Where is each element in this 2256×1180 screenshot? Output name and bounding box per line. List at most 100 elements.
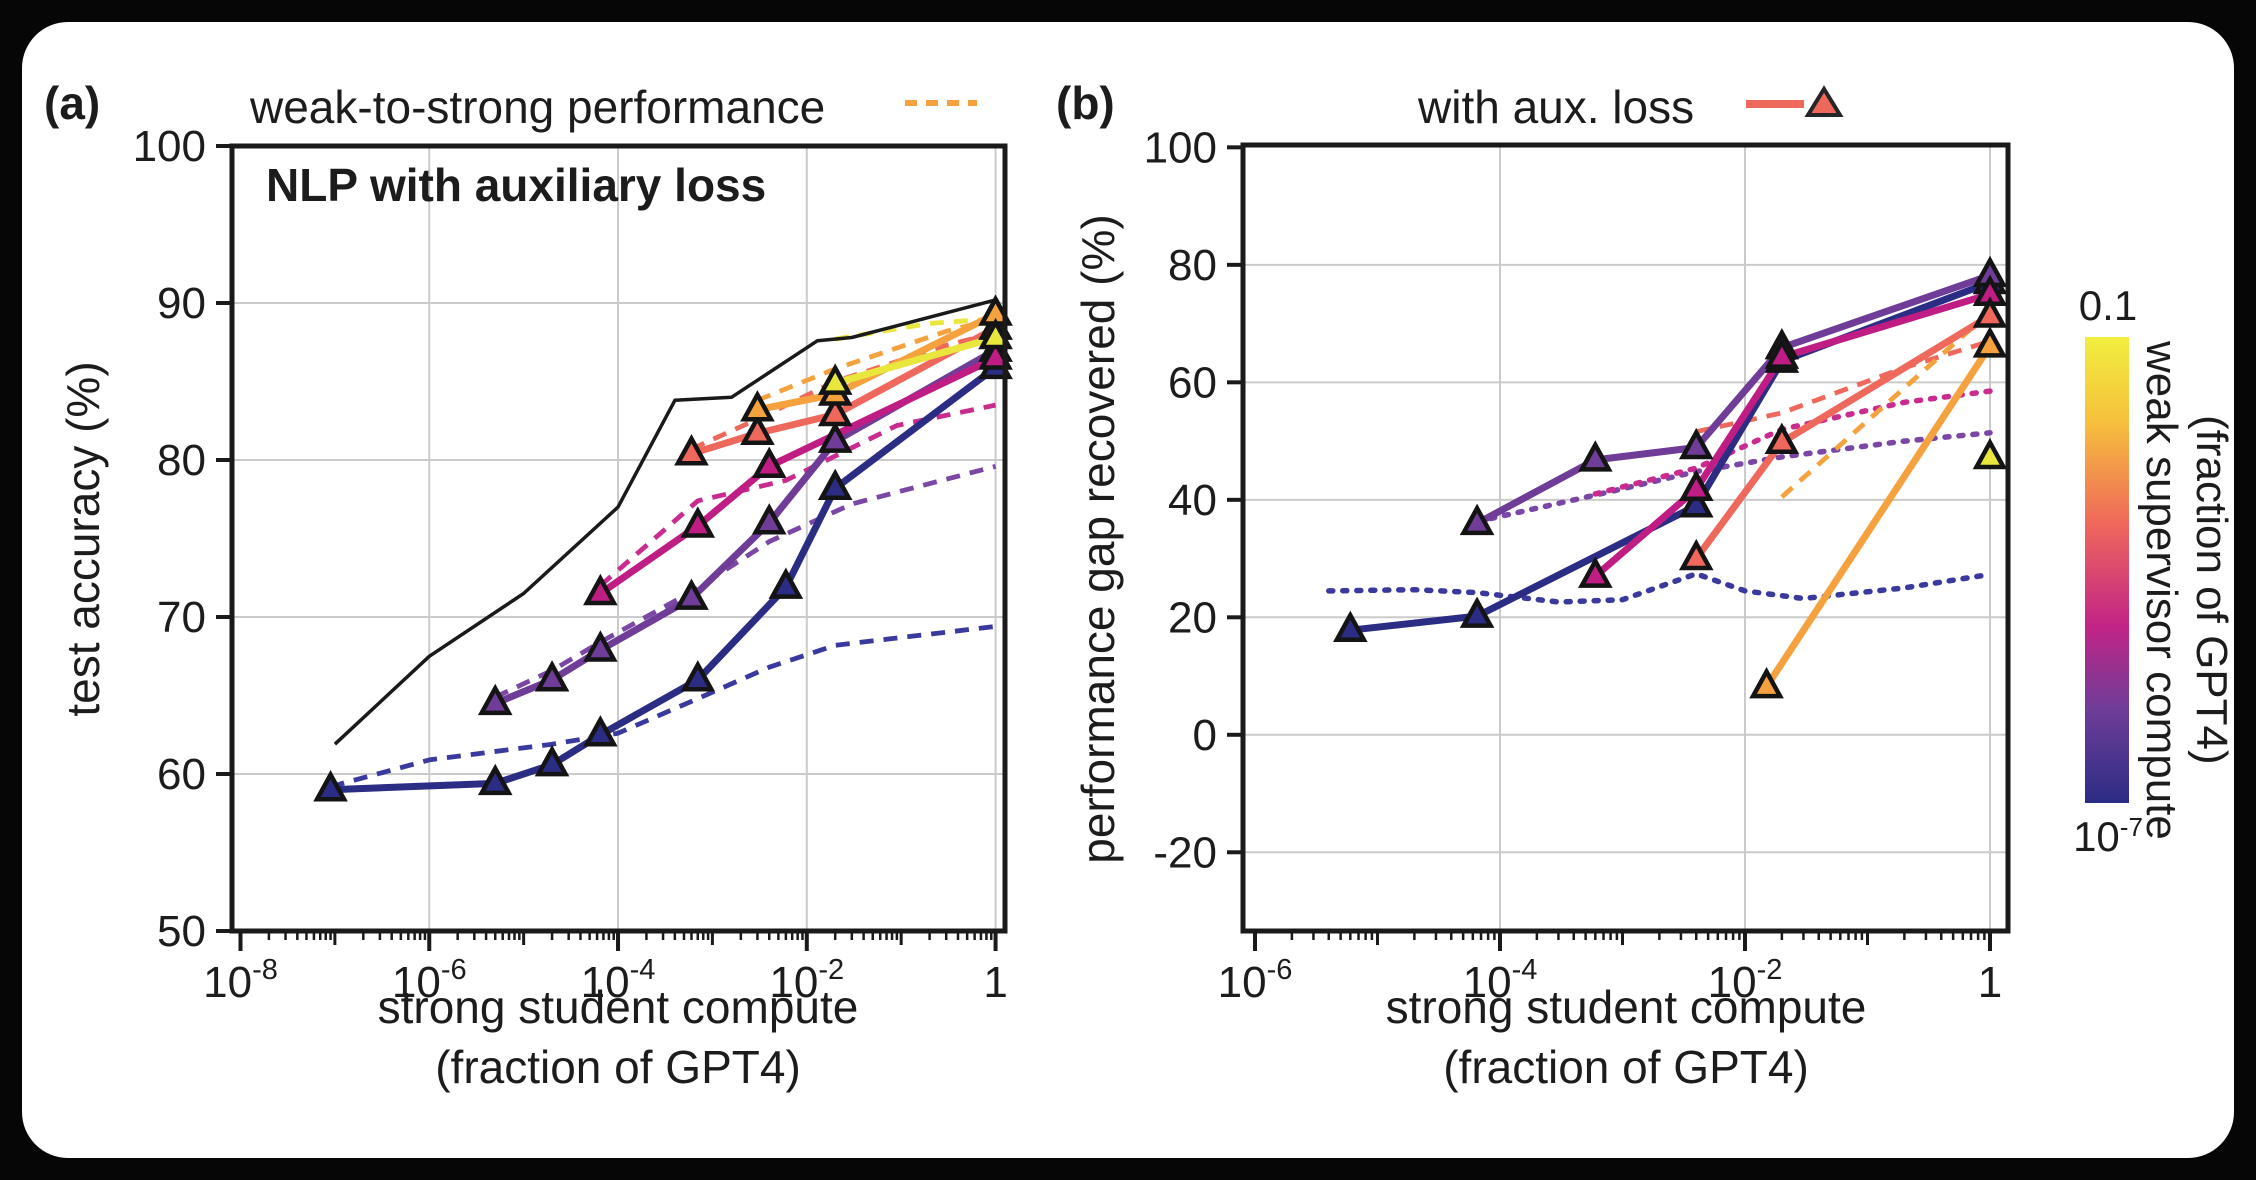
series-line-a-8 (493, 347, 998, 707)
legend-aux-loss-label: with aux. loss (1418, 81, 1695, 133)
series-line-b-9 (1763, 343, 1993, 689)
colorbar-max-label: 0.1 (2078, 282, 2138, 329)
series-line-a-3 (690, 330, 997, 452)
y-tick-label: 80 (157, 436, 206, 485)
panel-a-x-axis-label-line1: strong student compute (377, 981, 859, 1033)
panel-a-ticks (216, 144, 998, 951)
data-point-a-10 (674, 434, 709, 466)
series-line-b-1 (1474, 430, 1993, 525)
data-point-a-9 (751, 446, 787, 479)
data-point-a-10 (740, 413, 775, 446)
x-tick-label: 10-8 (203, 954, 278, 1007)
y-tick-label: -20 (1153, 828, 1217, 877)
panel-b-letter: (b) (1056, 77, 1115, 129)
y-tick-label: 80 (1168, 241, 1217, 290)
y-tick-label: 60 (157, 750, 206, 799)
x-tick-label: 10-2 (769, 954, 844, 1007)
data-point-b-6 (1459, 503, 1495, 536)
x-tick-label: 10-4 (581, 954, 656, 1007)
colorbar-min-label: 10-7 (2073, 812, 2143, 860)
panel-b-series-lines (1326, 272, 1993, 689)
series-line-a-10 (690, 325, 998, 458)
series-line-b-3 (1695, 338, 1991, 435)
x-tick-label: 1 (1978, 958, 2002, 1007)
y-tick-label: 60 (1168, 358, 1217, 407)
data-point-a-11 (740, 390, 775, 422)
panel-a-gridlines (232, 146, 1005, 931)
y-tick-label: 100 (133, 122, 206, 171)
y-tick-label: 70 (157, 593, 206, 642)
legend-weak-to-strong-swatch-icon (905, 100, 977, 106)
data-point-b-8 (1678, 538, 1714, 571)
series-line-b-0 (1326, 571, 1993, 605)
data-point-b-5 (1333, 610, 1368, 642)
panel-b-spines (1240, 142, 2011, 934)
data-point-b-9 (1749, 666, 1784, 699)
data-point-a-8 (477, 683, 513, 716)
data-point-b-9 (1972, 326, 2008, 358)
series-line-a-2 (598, 402, 997, 588)
panel-b-x-axis-label-line1: strong student compute (1385, 981, 1867, 1033)
y-tick-label: 100 (1144, 123, 1217, 172)
x-tick-label: 10-2 (1708, 954, 1783, 1007)
data-point-a-7 (313, 770, 348, 802)
y-tick-label: 0 (1193, 711, 1217, 760)
data-point-b-7 (1578, 556, 1613, 588)
series-line-b-5 (1349, 279, 1992, 634)
data-point-a-7 (583, 715, 618, 747)
panel-a-x-axis-label-line2: (fraction of GPT4) (435, 1041, 801, 1093)
x-tick-label: 10-6 (392, 954, 467, 1007)
panel-b-ticks (1227, 145, 1992, 951)
y-tick-label: 20 (1168, 593, 1217, 642)
panel-a-series-lines (329, 298, 998, 794)
data-point-a-12 (817, 363, 853, 395)
panel-a-y-axis-label: test accuracy (%) (57, 361, 109, 717)
data-point-b-8 (1764, 422, 1800, 454)
panel-b-markers (1333, 255, 2008, 699)
data-point-a-10 (817, 394, 853, 427)
data-point-a-8 (751, 503, 787, 535)
data-point-a-9 (583, 573, 618, 606)
x-tick-label: 10-6 (1218, 954, 1293, 1007)
data-point-a-8 (583, 630, 618, 662)
data-point-a-9 (978, 338, 1013, 370)
colorbar-title-line2: (fraction of GPT4) (2187, 415, 2236, 765)
data-point-a-7 (534, 744, 570, 777)
series-line-a-1 (494, 463, 997, 700)
series-line-a-6 (333, 298, 997, 746)
data-point-b-7 (1764, 337, 1800, 369)
data-point-a-9 (680, 506, 716, 538)
data-point-b-7 (1678, 469, 1714, 501)
panel-b-x-axis-label-line2: (fraction of GPT4) (1443, 1041, 1809, 1093)
data-point-a-7 (680, 660, 716, 692)
panel-a-markers (313, 294, 1013, 802)
data-point-a-8 (674, 578, 709, 610)
panel-a-tick-labels: 10-8 10-6 10-4 10-2 1 50 60 70 80 90 100 (133, 122, 1008, 1007)
x-tick-label: 1 (983, 958, 1007, 1007)
data-point-a-7 (477, 763, 513, 796)
legend-weak-to-strong-label: weak-to-strong performance (250, 81, 826, 133)
data-point-a-7 (817, 468, 853, 501)
data-point-b-5 (1678, 486, 1714, 518)
y-tick-label: 50 (157, 907, 206, 956)
data-point-a-7 (768, 567, 804, 599)
series-line-b-7 (1593, 290, 1992, 579)
data-point-b-5 (1459, 596, 1495, 628)
data-point-b-8 (1972, 296, 2008, 328)
data-point-a-8 (534, 660, 570, 692)
colorbar-title-line1: weak supervisor compute (2137, 340, 2186, 840)
legend-aux-loss-swatch-icon (1746, 85, 1844, 117)
series-line-a-9 (598, 354, 998, 597)
series-line-a-12 (834, 334, 997, 387)
data-point-a-8 (817, 421, 853, 453)
panel-a: 10-8 10-6 10-4 10-2 1 50 60 70 80 90 100 (133, 122, 1013, 1007)
series-line-a-0 (329, 624, 996, 789)
data-point-a-12 (978, 317, 1013, 350)
series-line-a-7 (330, 364, 998, 794)
panel-a-title: NLP with auxiliary loss (266, 159, 767, 211)
data-point-b-6 (1678, 427, 1714, 460)
y-tick-label: 90 (157, 279, 206, 328)
panel-b-y-axis-label: performance gap recovered (%) (1072, 214, 1124, 864)
